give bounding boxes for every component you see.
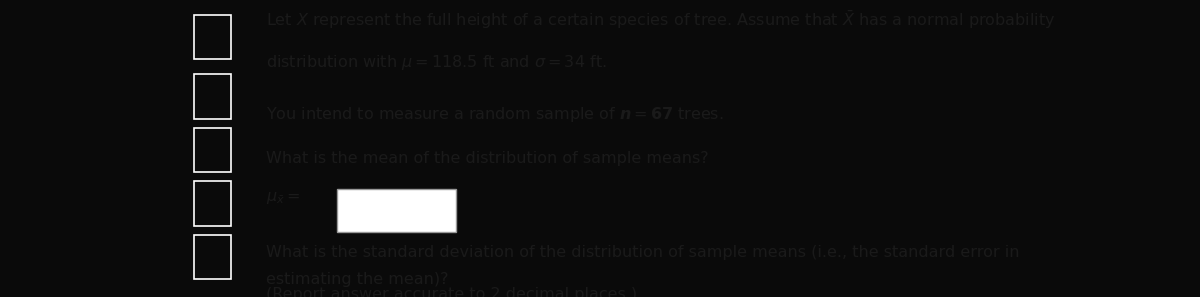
Text: What is the mean of the distribution of sample means?: What is the mean of the distribution of … <box>266 151 709 167</box>
Text: (Report answer accurate to 2 decimal places.): (Report answer accurate to 2 decimal pla… <box>266 287 637 297</box>
Text: distribution with $\mu = 118.5$ ft and $\sigma = 34$ ft.: distribution with $\mu = 118.5$ ft and $… <box>266 53 607 72</box>
Text: estimating the mean)?: estimating the mean)? <box>266 272 449 287</box>
FancyBboxPatch shape <box>337 189 456 232</box>
Text: You intend to measure a random sample of $\boldsymbol{n} = \mathbf{67}$ trees.: You intend to measure a random sample of… <box>266 105 724 124</box>
Text: Let $X$ represent the full height of a certain species of tree. Assume that $\ba: Let $X$ represent the full height of a c… <box>266 9 1056 31</box>
Text: $\mu_{\bar{x}} =$: $\mu_{\bar{x}} =$ <box>266 190 301 206</box>
Text: What is the standard deviation of the distribution of sample means (i.e., the st: What is the standard deviation of the di… <box>266 245 1020 260</box>
